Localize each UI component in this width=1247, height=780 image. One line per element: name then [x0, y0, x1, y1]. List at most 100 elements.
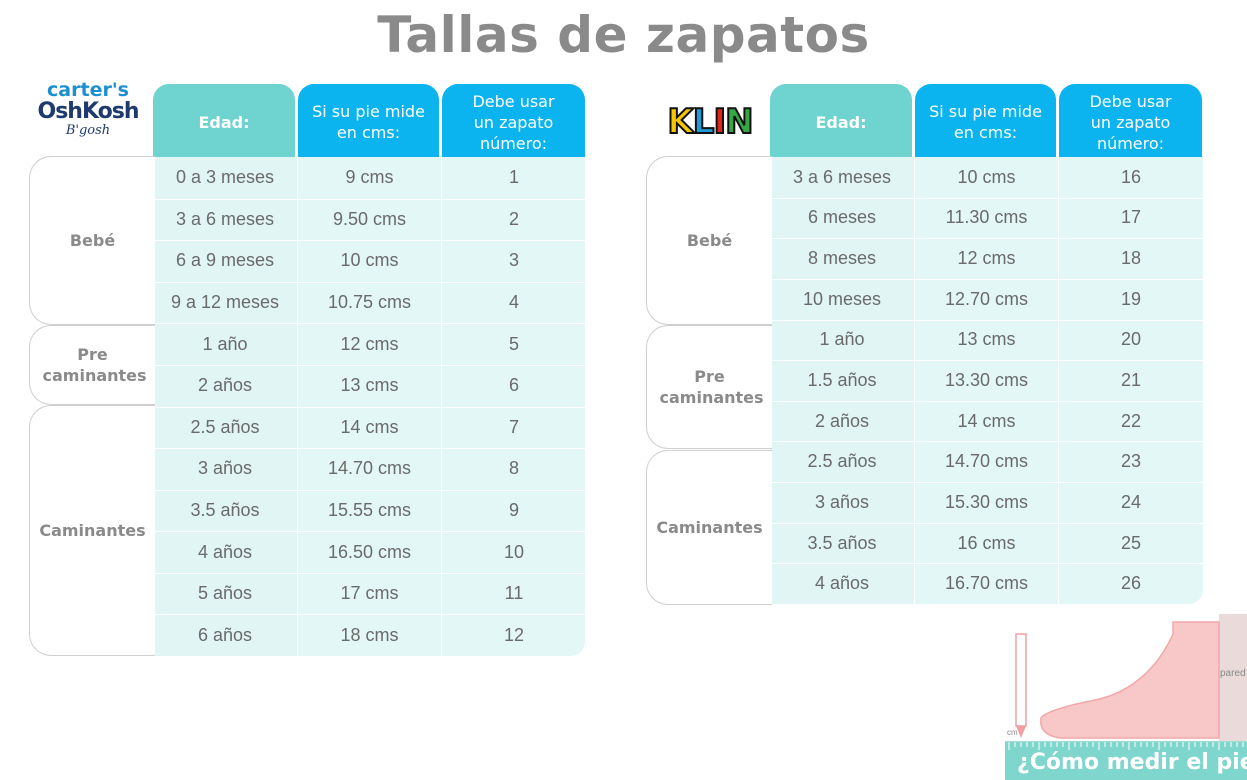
cell-size: 17: [1120, 207, 1142, 228]
row-divider: [770, 319, 1203, 321]
ruler-ticks: [1008, 742, 1244, 750]
cell-age: 1 año: [819, 329, 865, 350]
cell-cm: 11.30 cms: [945, 207, 1028, 228]
header-shoe-size-text: Debe usar un zapato número:: [472, 91, 555, 153]
cell-cm: 15.30 cms: [944, 491, 1029, 512]
cell-cm: 10 cms: [957, 166, 1016, 187]
cell-age: 4 años: [814, 573, 870, 594]
cell-age: 5 años: [197, 583, 253, 604]
table-row: 2.5 años 14.70 cms 23: [770, 441, 1203, 482]
wall-label: pared: [1220, 668, 1246, 679]
table-row: 1.5 años 13.30 cms 21: [770, 360, 1203, 401]
cell-cm: 17 cms: [340, 583, 399, 604]
cell-cm: 9 cms: [345, 167, 394, 188]
cell-cm: 16 cms: [957, 532, 1016, 553]
group-pre-caminantes-text: Pre caminantes: [659, 367, 764, 407]
table-row: 9 a 12 meses 10.75 cms 4: [153, 282, 585, 324]
row-divider: [770, 441, 1203, 443]
cell-age: 3 años: [197, 458, 253, 479]
group-bebe: Bebé: [29, 156, 155, 325]
cell-age: 6 a 9 meses: [175, 250, 275, 271]
cell-size: 1: [508, 167, 519, 188]
cell-size: 9: [508, 499, 519, 520]
cell-size: 25: [1120, 532, 1142, 553]
row-divider: [770, 238, 1203, 240]
cell-size: 20: [1120, 329, 1142, 350]
cell-size: 16: [1120, 166, 1142, 187]
row-divider: [153, 614, 585, 616]
page-title: Tallas de zapatos: [377, 6, 870, 64]
cell-cm: 18 cms: [340, 624, 399, 645]
row-divider: [153, 406, 585, 408]
cell-size: 4: [508, 292, 519, 313]
cell-age: 3 a 6 meses: [175, 208, 275, 229]
unit-label: cm: [1007, 728, 1018, 737]
klin-logo-letter: I: [712, 101, 727, 143]
ruler: [1005, 742, 1247, 780]
header-age: Edad:: [770, 84, 912, 160]
klin-logo-letter: N: [724, 101, 755, 143]
cell-age: 3.5 años: [807, 532, 877, 553]
cell-size: 23: [1120, 451, 1142, 472]
cell-cm: 9.50 cms: [332, 208, 407, 229]
group-pre-caminantes-text: Pre caminantes: [42, 345, 147, 385]
cell-age: 10 meses: [802, 288, 882, 309]
cell-age: 9 a 12 meses: [170, 292, 280, 313]
table-row: 2 años 14 cms 22: [770, 401, 1203, 442]
cell-size: 2: [508, 208, 519, 229]
wall: [1219, 614, 1247, 742]
group-caminantes: Caminantes: [646, 450, 772, 605]
group-caminantes: Caminantes: [29, 405, 155, 656]
cell-size: 22: [1120, 410, 1142, 431]
table-row: 6 meses 11.30 cms 17: [770, 198, 1203, 239]
cell-cm: 13.30 cms: [944, 369, 1029, 390]
table-row: 8 meses 12 cms 18: [770, 238, 1203, 279]
cell-size: 12: [503, 624, 525, 645]
table-row: 2 años 13 cms 6: [153, 365, 585, 407]
cell-age: 3.5 años: [190, 499, 260, 520]
table-row: 5 años 17 cms 11: [153, 573, 585, 615]
table-row: 3 a 6 meses 9.50 cms 2: [153, 199, 585, 241]
cell-age: 2 años: [814, 410, 870, 431]
group-bebe: Bebé: [646, 156, 772, 325]
table-row: 6 a 9 meses 10 cms 3: [153, 240, 585, 282]
cell-size: 18: [1120, 248, 1142, 269]
cell-cm: 16.70 cms: [944, 573, 1029, 594]
row-divider: [153, 323, 585, 325]
header-age: Edad:: [153, 84, 295, 160]
klin-logo-letter: L: [692, 101, 716, 143]
cell-age: 1 año: [202, 333, 248, 354]
group-pre-caminantes: Pre caminantes: [646, 325, 772, 449]
cell-size: 3: [508, 250, 519, 271]
row-divider: [153, 198, 585, 200]
cell-size: 26: [1120, 573, 1142, 594]
cell-age: 3 años: [814, 491, 870, 512]
table-row: 3 años 15.30 cms 24: [770, 482, 1203, 523]
cell-age: 0 a 3 meses: [175, 167, 275, 188]
cell-cm: 10 cms: [340, 250, 399, 271]
table-row: 3.5 años 16 cms 25: [770, 523, 1203, 564]
row-divider: [770, 360, 1203, 362]
cell-cm: 14 cms: [957, 410, 1016, 431]
row-divider: [770, 197, 1203, 199]
table-row: 6 años 18 cms 12: [153, 614, 585, 656]
cell-size: 6: [508, 375, 519, 396]
logo-line-oshkosh: OshKosh: [37, 99, 140, 124]
row-divider: [153, 489, 585, 491]
cell-size: 7: [508, 416, 519, 437]
klin-logo-text: KLIN: [666, 101, 755, 143]
klin-logo: KLIN: [660, 100, 760, 144]
header-shoe-size-text: Debe usar un zapato número:: [1089, 91, 1172, 153]
row-divider: [770, 278, 1203, 280]
header-foot-measure: Si su pie mide en cms:: [298, 84, 439, 160]
row-divider: [770, 482, 1203, 484]
cell-age: 2 años: [197, 375, 253, 396]
how-to-measure-caption: ¿Cómo medir el pie?: [1017, 750, 1247, 775]
column-divider: [914, 157, 915, 604]
cell-age: 3 a 6 meses: [792, 166, 892, 187]
carters-oshkosh-logo: carter's OshKosh B'gosh: [30, 80, 146, 152]
cell-age: 4 años: [197, 541, 253, 562]
klin-logo-letter: K: [666, 101, 694, 143]
cell-size: 11: [504, 583, 524, 604]
row-divider: [153, 448, 585, 450]
